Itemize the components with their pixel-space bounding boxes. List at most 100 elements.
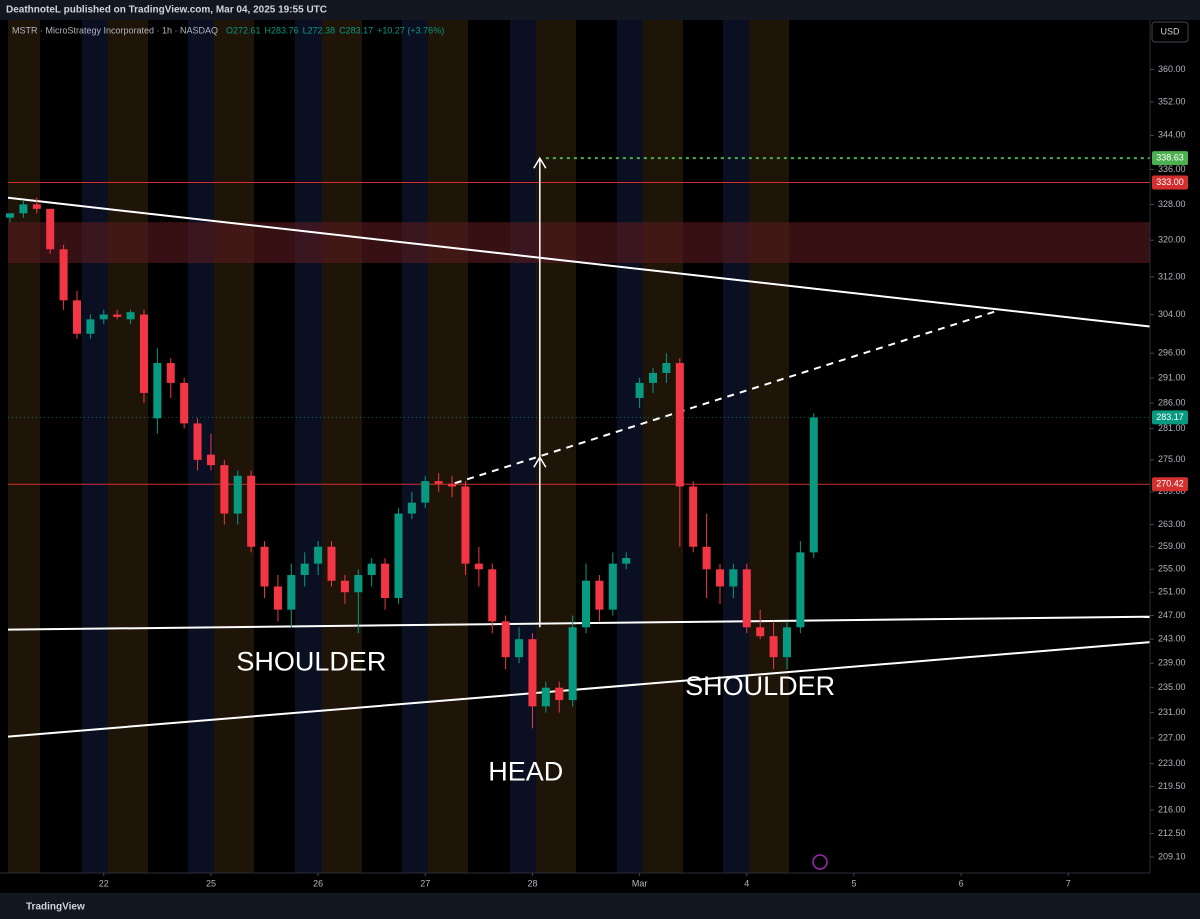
candle-body: [729, 569, 738, 587]
candle-body: [247, 475, 256, 547]
alert-icon[interactable]: [812, 854, 828, 870]
price-tag: [1152, 410, 1188, 425]
candle-body: [153, 363, 162, 419]
candle-body: [99, 314, 108, 320]
y-tick-label: 286.00: [1158, 397, 1186, 407]
candle-body: [166, 363, 175, 383]
session-band: [723, 20, 749, 873]
candle-body: [46, 208, 55, 250]
candle-body: [381, 563, 390, 599]
y-tick-label: 247.00: [1158, 610, 1186, 620]
session-band: [617, 20, 643, 873]
y-tick-label: 269.00: [1158, 486, 1186, 496]
y-tick-label: 223.00: [1158, 758, 1186, 768]
trendline: [454, 310, 995, 485]
session-band: [8, 20, 40, 873]
currency-box[interactable]: [1151, 21, 1189, 43]
price-tag: [1152, 477, 1188, 492]
trendline: [7, 615, 1151, 631]
candle-body: [300, 563, 309, 576]
candle-body: [314, 546, 323, 564]
candle-body: [260, 546, 269, 587]
price-tag: [1152, 151, 1188, 166]
candle-body: [59, 249, 68, 301]
candle-body: [421, 481, 430, 503]
candle-body: [742, 569, 751, 628]
trendline: [7, 196, 1151, 328]
candle-body: [5, 213, 15, 218]
candle-body: [287, 575, 296, 610]
candle-body: [448, 483, 457, 487]
plot: [5, 156, 1151, 738]
session-band: [510, 20, 536, 873]
candle-body: [608, 563, 617, 610]
y-tick-label: 231.00: [1158, 707, 1186, 717]
x-tick-label: 22: [99, 878, 109, 888]
session-band: [402, 20, 428, 873]
candle-body: [474, 563, 483, 570]
x-tick-label: 25: [206, 878, 216, 888]
ohlc-value: H283.76: [265, 25, 299, 35]
y-tick-label: 259.00: [1158, 541, 1186, 551]
x-tick-label: 28: [527, 878, 537, 888]
y-tick-label: 352.00: [1158, 96, 1186, 106]
y-tick-label: 235.00: [1158, 682, 1186, 692]
currency[interactable]: USD: [1160, 26, 1180, 36]
publisher-bar: [0, 0, 1200, 20]
x-tick-label: 5: [851, 878, 856, 888]
candle-body: [662, 363, 671, 373]
y-tick-label: 320.00: [1158, 235, 1186, 245]
candle-body: [126, 312, 135, 320]
arrow-head: [533, 156, 547, 169]
pattern-label: SHOULDER: [236, 646, 386, 676]
y-tick-label: 219.50: [1158, 781, 1186, 791]
trendline: [7, 641, 1151, 738]
session-band: [749, 20, 789, 873]
candle-body: [488, 569, 497, 622]
x-tick-label: 6: [959, 878, 964, 888]
candle-body: [622, 557, 631, 564]
candle-body: [434, 481, 443, 484]
pattern-label: SHOULDER: [685, 671, 835, 701]
candle-body: [206, 454, 215, 466]
candle-body: [582, 580, 591, 628]
ohlc-value: L272.38: [303, 25, 336, 35]
candle-body: [675, 363, 684, 487]
candle-body: [113, 314, 122, 317]
pattern-label: HEAD: [488, 757, 563, 787]
candle-body: [19, 204, 28, 214]
symbol: MSTR · MicroStrategy Incorporated · 1h ·…: [12, 25, 218, 35]
candle-body: [809, 417, 818, 553]
y-tick-label: 216.00: [1158, 804, 1186, 814]
arrow-head: [533, 455, 547, 468]
candle-body: [555, 687, 564, 701]
y-tick-label: 304.00: [1158, 309, 1186, 319]
candle-body: [461, 486, 470, 564]
y-tick-label: 296.00: [1158, 348, 1186, 358]
y-tick-label: 291.00: [1158, 372, 1186, 382]
x-tick-label: 27: [420, 878, 430, 888]
candle-body: [193, 423, 202, 460]
y-tick-label: 209.10: [1158, 851, 1186, 861]
y-tick-label: 344.00: [1158, 130, 1186, 140]
ohlc-value: +10.27 (+3.76%): [377, 25, 444, 35]
session-band: [108, 20, 148, 873]
candle-body: [273, 586, 282, 610]
candle-body: [394, 513, 403, 599]
y-tick-label: 251.00: [1158, 587, 1186, 597]
price-tag-label: 270.42: [1156, 479, 1184, 489]
session-band: [295, 20, 322, 873]
candle-body: [354, 575, 363, 593]
y-tick-label: 227.00: [1158, 732, 1186, 742]
y-tick-label: 212.50: [1158, 828, 1186, 838]
brand: TradingView: [26, 902, 85, 913]
candle-body: [139, 314, 148, 393]
y-tick-label: 275.00: [1158, 454, 1186, 464]
candle-body: [367, 563, 376, 576]
x-tick-label: Mar: [632, 878, 648, 888]
session-band: [214, 20, 254, 873]
price-tag-label: 338.63: [1156, 153, 1184, 163]
candle-body: [72, 300, 82, 334]
